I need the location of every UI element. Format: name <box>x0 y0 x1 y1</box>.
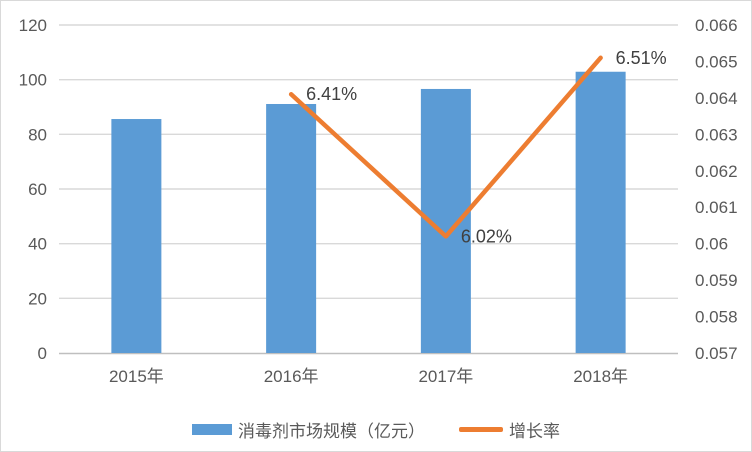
right-axis-tick: 0.057 <box>695 344 738 363</box>
left-axis-tick: 0 <box>38 344 47 363</box>
right-axis-tick: 0.065 <box>695 52 738 71</box>
right-axis-tick: 0.059 <box>695 271 738 290</box>
x-axis-label: 2016年 <box>264 367 319 386</box>
left-axis-tick: 80 <box>28 125 47 144</box>
right-axis-tick: 0.062 <box>695 162 738 181</box>
legend-label-growth-rate: 增长率 <box>509 422 560 441</box>
left-axis-tick: 40 <box>28 235 47 254</box>
left-axis-tick: 20 <box>28 289 47 308</box>
legend-swatch-bar <box>192 424 232 435</box>
x-axis-label: 2018年 <box>573 367 628 386</box>
x-axis-label: 2017年 <box>418 367 473 386</box>
bar-2015年 <box>111 119 162 353</box>
right-axis-tick: 0.061 <box>695 198 738 217</box>
right-axis-tick: 0.06 <box>695 235 728 254</box>
left-axis-tick: 60 <box>28 180 47 199</box>
legend: 消毒剂市场规模（亿元） 增长率 <box>1 417 751 442</box>
growth-rate-line <box>288 55 603 239</box>
data-label: 6.02% <box>461 226 512 246</box>
legend-item-market-size: 消毒剂市场规模（亿元） <box>192 417 425 442</box>
left-axis-tick: 100 <box>19 71 47 90</box>
bar-2018年 <box>575 71 626 354</box>
x-axis-label: 2015年 <box>109 367 164 386</box>
chart-svg: 6.41% 6.02% 6.51% 0 20 40 60 80 100 120 0.057 0.058… <box>19 16 738 386</box>
legend-item-growth-rate: 增长率 <box>459 417 560 442</box>
legend-label-market-size: 消毒剂市场规模（亿元） <box>238 422 425 441</box>
right-axis-tick: 0.058 <box>695 308 738 327</box>
bar-2016年 <box>266 103 317 353</box>
data-label: 6.41% <box>306 84 357 104</box>
right-axis-tick: 0.063 <box>695 125 738 144</box>
legend-swatch-line <box>459 427 503 432</box>
data-label: 6.51% <box>616 48 667 68</box>
right-axis-tick: 0.064 <box>695 89 738 108</box>
right-axis-tick: 0.066 <box>695 16 738 35</box>
left-axis-tick: 120 <box>19 16 47 35</box>
